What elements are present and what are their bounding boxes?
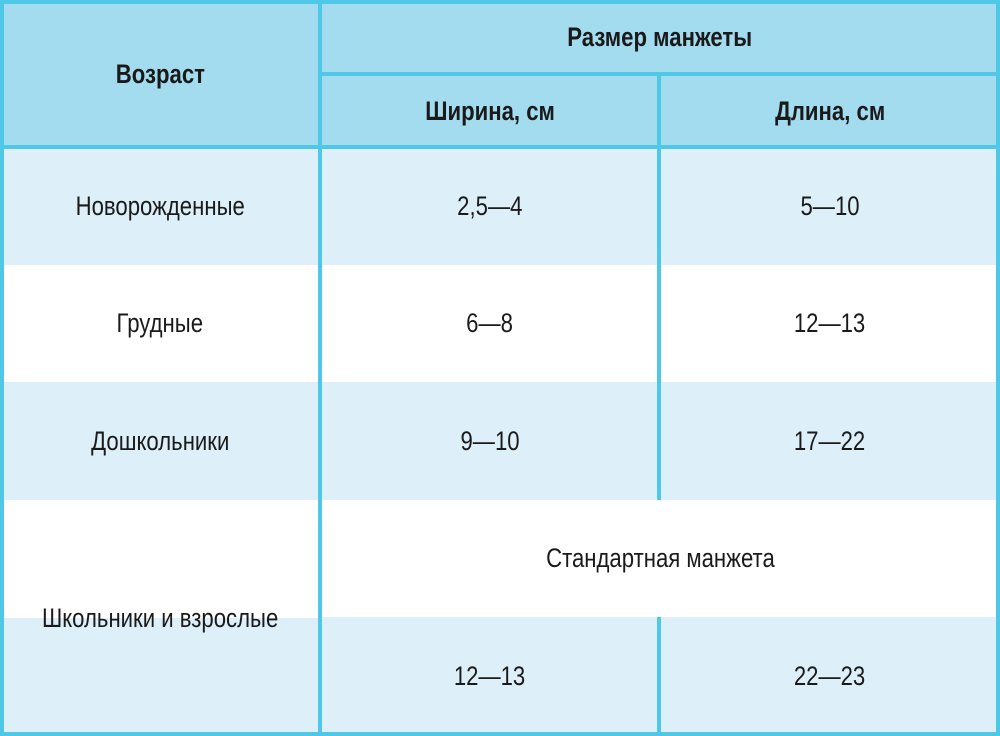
- header-cuff-size-label: Размер манжеты: [567, 21, 753, 52]
- cell-age: Новорожденные: [75, 191, 245, 221]
- table-row-length: 22—23: [660, 617, 1000, 736]
- table-row-width: 6—8: [320, 265, 660, 382]
- table-row-width: 12—13: [320, 617, 660, 736]
- cell-standard-label: Стандартная манжета: [545, 543, 775, 573]
- cell-age: Грудные: [116, 308, 204, 338]
- table-row-age: Новорожденные: [0, 148, 320, 265]
- cell-width: 9—10: [460, 425, 520, 456]
- cell-age: Дошкольники: [90, 425, 230, 456]
- table-row-age: Школьники и взрослые: [0, 500, 320, 736]
- cell-length: 17—22: [794, 425, 866, 456]
- border-right: [996, 0, 1000, 736]
- header-age-label: Возраст: [115, 58, 205, 89]
- divider-col1: [318, 0, 322, 736]
- divider-col2: [657, 74, 661, 500]
- table-row-length: 12—13: [660, 265, 1000, 382]
- header-length-label: Длина, см: [774, 95, 886, 126]
- table-row-age: Дошкольники: [0, 382, 320, 500]
- table-row-age: Грудные: [0, 265, 320, 382]
- cell-standard-cuff: Стандартная манжета: [320, 500, 1000, 617]
- cell-length: 22—23: [794, 661, 866, 691]
- table-row-length: 17—22: [660, 382, 1000, 500]
- cell-length: 5—10: [800, 191, 860, 221]
- table-row-length: 5—10: [660, 148, 1000, 265]
- cell-age: Школьники и взрослые: [41, 602, 279, 633]
- divider-header-bottom: [0, 145, 1000, 149]
- cell-width: 2,5—4: [457, 191, 523, 221]
- header-cuff-size: Размер манжеты: [320, 0, 1000, 74]
- border-left: [0, 0, 4, 736]
- divider-header: [320, 72, 1000, 76]
- cell-width: 6—8: [466, 308, 514, 338]
- divider-col2-bottom: [657, 617, 661, 736]
- header-width-label: Ширина, см: [425, 95, 555, 126]
- border-bottom: [0, 732, 1000, 736]
- table-row-width: 2,5—4: [320, 148, 660, 265]
- cell-width: 12—13: [454, 661, 526, 691]
- border-top: [0, 0, 1000, 4]
- header-age: Возраст: [0, 0, 320, 148]
- cell-length: 12—13: [794, 308, 866, 338]
- table-row-width: 9—10: [320, 382, 660, 500]
- header-width: Ширина, см: [320, 74, 660, 148]
- header-length: Длина, см: [660, 74, 1000, 148]
